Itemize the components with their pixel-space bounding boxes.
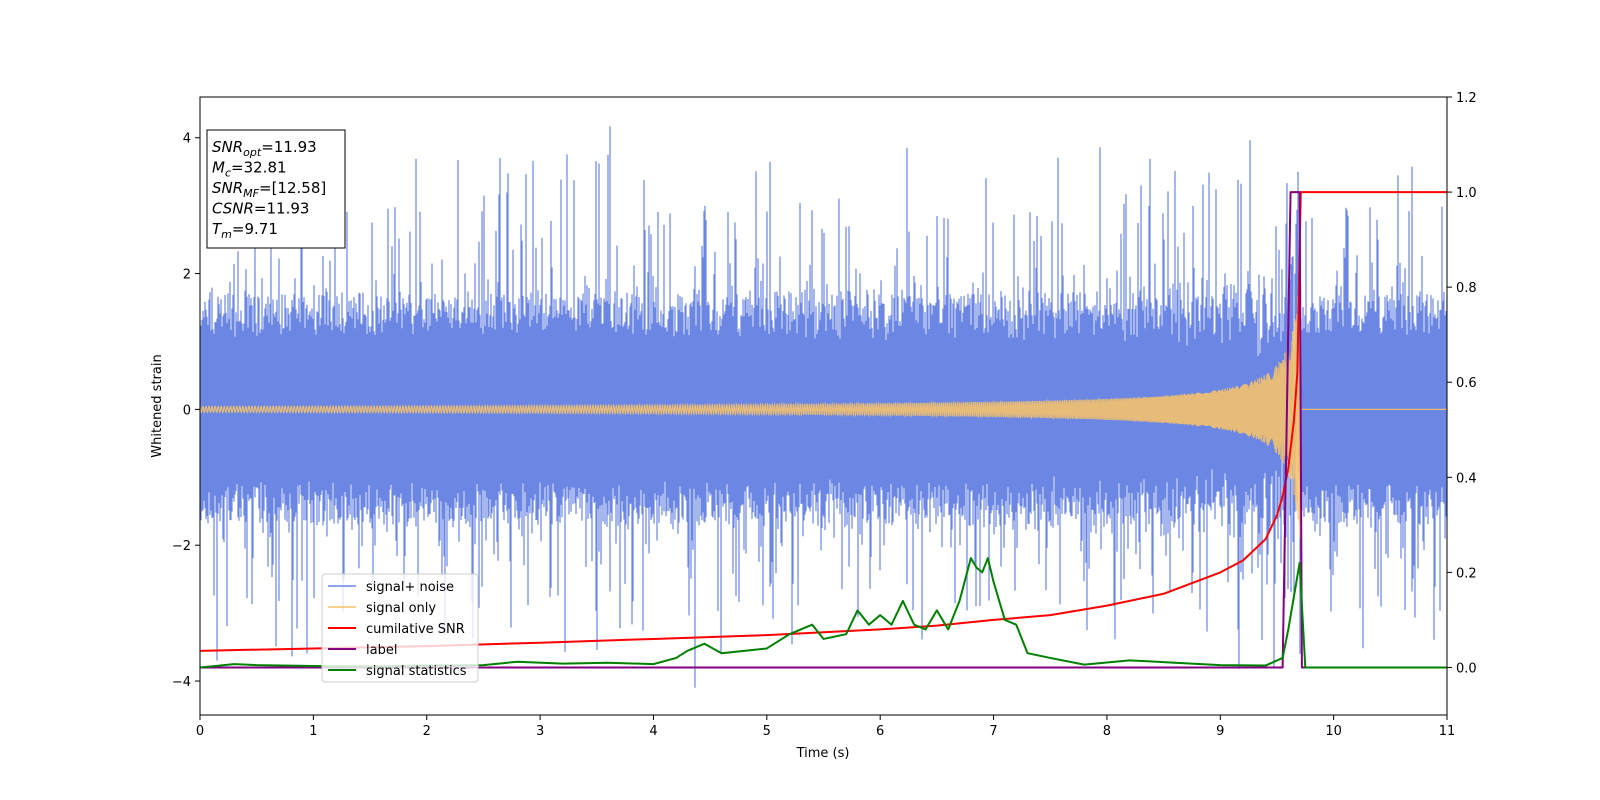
x-tick-label: 11 <box>1439 724 1456 739</box>
x-tick-label: 5 <box>763 724 771 739</box>
y-right-tick-label: 1.0 <box>1456 186 1477 201</box>
legend-label: signal only <box>366 601 436 616</box>
y-right-tick-label: 1.2 <box>1456 91 1477 106</box>
y-left-tick-label: 4 <box>183 132 191 147</box>
y-right-tick-label: 0.4 <box>1456 471 1477 486</box>
legend-label: label <box>366 643 397 658</box>
info-subscript: opt <box>243 146 262 159</box>
info-value: =[12.58] <box>259 179 326 197</box>
series-cumilative-snr <box>200 191 1447 652</box>
y-left-tick-label: 0 <box>183 403 191 418</box>
x-tick-label: 6 <box>876 724 884 739</box>
info-symbol: M <box>212 159 225 177</box>
x-axis: 0 1 2 3 4 5 6 7 8 9 10 11 <box>196 715 1455 739</box>
plot-frame <box>199 96 1448 716</box>
legend-frame <box>321 573 479 683</box>
legend-label: signal+ noise <box>366 580 454 595</box>
info-line: CSNR=11.93 <box>212 200 309 218</box>
legend-label: signal statistics <box>366 664 467 679</box>
y-axis-label: Whitened strain <box>150 354 165 457</box>
x-axis-label: Time (s) <box>796 746 850 761</box>
x-tick-label: 2 <box>423 724 431 739</box>
y-left-tick-label: −2 <box>172 539 191 554</box>
info-symbol: SNR <box>212 138 243 156</box>
y-left-tick-label: 2 <box>183 268 191 283</box>
info-value: =32.81 <box>231 159 287 177</box>
info-subscript: m <box>221 228 232 241</box>
info-symbol: SNR <box>212 179 243 197</box>
info-box: SNRopt=11.93Mc=32.81SNRMF=[12.58]CSNR=11… <box>206 129 346 249</box>
info-symbol: CSNR <box>212 200 254 218</box>
info-line: Mc=32.81 <box>212 159 287 180</box>
y-right-tick-label: 0.8 <box>1456 281 1477 296</box>
series-signal-statistics <box>200 557 1447 669</box>
info-line: SNRopt=11.93 <box>212 138 317 159</box>
info-box-frame <box>206 129 346 249</box>
x-tick-label: 1 <box>309 724 317 739</box>
plot-area <box>200 126 1447 688</box>
info-value: =11.93 <box>261 138 317 156</box>
legend-label: cumilative SNR <box>366 622 465 637</box>
y-left-tick-label: −4 <box>172 675 191 690</box>
info-symbol: T <box>212 220 223 238</box>
y-axis-right: 1.2 1.0 0.8 0.6 0.4 0.2 0.0 <box>1447 91 1477 676</box>
info-value: =9.71 <box>232 220 278 238</box>
info-value: =11.93 <box>254 200 310 218</box>
x-tick-label: 7 <box>989 724 997 739</box>
info-line: SNRMF=[12.58] <box>212 179 326 200</box>
y-right-tick-label: 0.6 <box>1456 376 1477 391</box>
x-tick-label: 9 <box>1216 724 1224 739</box>
series-signal-only <box>200 280 1447 538</box>
x-tick-label: 8 <box>1103 724 1111 739</box>
x-tick-label: 0 <box>196 724 204 739</box>
legend: signal+ noise signal only cumilative SNR la… <box>321 573 479 683</box>
y-right-tick-label: 0.0 <box>1456 661 1477 676</box>
x-tick-label: 4 <box>649 724 657 739</box>
x-tick-label: 10 <box>1325 724 1342 739</box>
info-line: Tm=9.71 <box>212 220 278 241</box>
x-tick-label: 3 <box>536 724 544 739</box>
y-right-tick-label: 0.2 <box>1456 566 1477 581</box>
info-subscript: MF <box>243 187 259 200</box>
info-subscript: c <box>225 167 231 180</box>
y-axis-left: 4 2 0 −2 −4 <box>172 132 200 690</box>
